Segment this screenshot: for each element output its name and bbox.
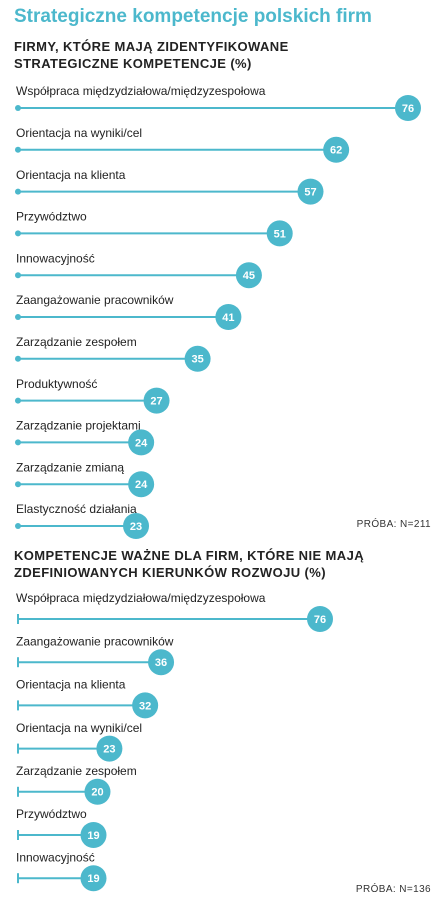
data-label: 41 [222, 312, 234, 324]
value-bubble [80, 865, 107, 892]
data-label: 76 [402, 103, 414, 115]
data-label: 32 [139, 700, 151, 712]
row-label: Elastyczność działania [16, 502, 137, 516]
data-label: 36 [155, 657, 167, 669]
chart-1-title-line-2: STRATEGICZNE KOMPETENCJE (%) [14, 56, 252, 71]
value-bubble [128, 471, 155, 498]
bar-start-dot [15, 314, 21, 320]
page-title: Strategiczne kompetencje polskich firm [14, 6, 372, 27]
row-label: Produktywność [16, 377, 97, 391]
value-bubble [235, 262, 262, 289]
row-label: Innowacyjność [16, 850, 95, 864]
value-bubble [128, 429, 155, 456]
data-label: 24 [135, 479, 148, 491]
value-bubble [184, 345, 211, 372]
data-label: 45 [243, 270, 255, 282]
chart-2-sample-size: PRÓBA: N=136 [355, 884, 431, 895]
data-label: 19 [87, 873, 99, 885]
chart-1-title: FIRMY, KTÓRE MAJĄ ZIDENTYFIKOWANE STRATE… [14, 38, 289, 72]
row-label: Orientacja na klienta [16, 678, 126, 692]
value-bubble [84, 778, 111, 805]
data-label: 57 [304, 187, 316, 199]
value-bubble [307, 606, 333, 632]
data-label: 24 [135, 437, 148, 449]
value-bubble [297, 178, 324, 205]
row-label: Zarządzanie zespołem [16, 764, 137, 778]
row-label: Przywództwo [16, 210, 87, 224]
data-label: 20 [91, 787, 103, 799]
value-bubble [80, 822, 107, 848]
data-label: 23 [130, 521, 142, 533]
row-label: Przywództwo [16, 807, 87, 821]
row-label: Współpraca międzydziałowa/międzyzespołow… [16, 84, 266, 98]
chart-2-title-line-2: ZDEFINIOWANYCH KIERUNKÓW ROZWOJU (%) [14, 565, 326, 580]
bar-start-dot [15, 481, 21, 488]
chart-2-bar-chart: Współpraca międzydziałowa/międzyzespołow… [16, 591, 333, 892]
data-label: 76 [314, 614, 326, 626]
value-bubble [266, 220, 293, 247]
bar-start-dot [15, 146, 21, 153]
value-bubble [323, 136, 350, 163]
chart-1-sample-size: PRÓBA: N=211 [356, 519, 431, 530]
bar-start-dot [15, 230, 21, 237]
value-bubble [143, 387, 170, 414]
row-label: Współpraca międzydziałowa/międzyzespołow… [16, 591, 266, 605]
row-label: Orientacja na wyniki/cel [16, 126, 142, 140]
value-bubble [215, 304, 242, 330]
data-label: 62 [330, 145, 342, 157]
chart-2-title: KOMPETENCJE WAŻNE DLA FIRM, KTÓRE NIE MA… [14, 547, 364, 581]
row-label: Orientacja na wyniki/cel [16, 721, 142, 735]
bar-start-dot [15, 523, 21, 529]
value-bubble [123, 513, 150, 539]
bar-start-dot [15, 272, 21, 279]
bar-start-dot [15, 188, 21, 195]
row-label: Orientacja na klienta [16, 168, 126, 182]
value-bubble [395, 95, 421, 121]
data-label: 23 [103, 744, 115, 756]
value-bubble [132, 692, 159, 719]
value-bubble [148, 649, 175, 676]
bar-start-dot [15, 397, 21, 404]
chart-1-title-line-1: FIRMY, KTÓRE MAJĄ ZIDENTYFIKOWANE [14, 39, 289, 54]
bar-start-dot [15, 439, 21, 446]
value-bubble [96, 735, 123, 762]
row-label: Zarządzanie zmianą [16, 460, 124, 474]
row-label: Zaangażowanie pracowników [16, 634, 174, 648]
row-label: Innowacyjność [16, 251, 95, 265]
chart-1-bar-chart: Współpraca międzydziałowa/międzyzespołow… [15, 84, 421, 539]
row-label: Zarządzanie zespołem [16, 335, 137, 349]
chart-2-title-line-1: KOMPETENCJE WAŻNE DLA FIRM, KTÓRE NIE MA… [14, 548, 364, 563]
data-label: 35 [191, 354, 203, 366]
data-label: 51 [274, 228, 286, 240]
data-label: 27 [150, 396, 162, 408]
row-label: Zarządzanie projektami [16, 419, 141, 433]
data-label: 19 [87, 830, 99, 842]
bar-start-dot [15, 105, 21, 111]
bar-start-dot [15, 355, 21, 362]
row-label: Zaangażowanie pracowników [16, 293, 174, 307]
